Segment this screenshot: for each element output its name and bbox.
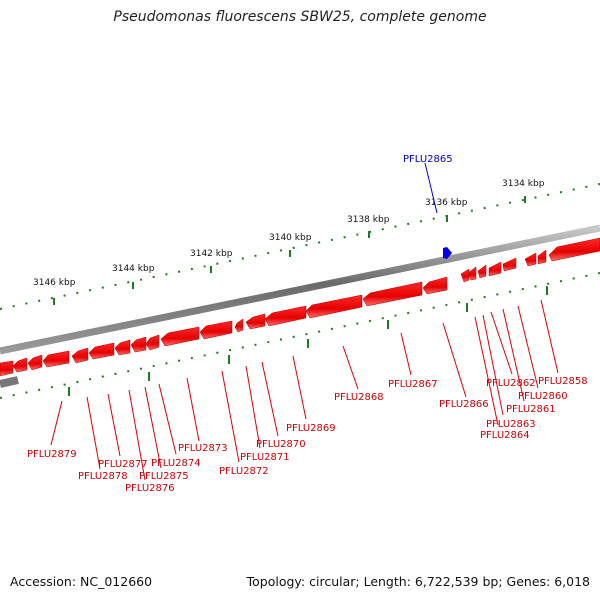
gene-leader-line bbox=[292, 355, 307, 420]
gene-leader-line bbox=[86, 396, 101, 470]
gene-leader-line bbox=[128, 389, 146, 481]
genome-backbone-lower bbox=[0, 376, 19, 388]
gene-leader-line bbox=[482, 314, 504, 416]
gene-leader-lines bbox=[50, 299, 559, 481]
gene-arrow[interactable] bbox=[145, 334, 160, 351]
highlighted-gene-leader bbox=[424, 162, 438, 214]
gene-arrow[interactable] bbox=[12, 357, 28, 373]
gene-arrow[interactable] bbox=[422, 276, 448, 295]
gene-arrow[interactable] bbox=[114, 339, 131, 356]
scale-label: 3136 kbp bbox=[425, 198, 468, 208]
gene-leader-line bbox=[50, 400, 63, 446]
gene-arrow[interactable] bbox=[362, 281, 423, 307]
gene-arrow[interactable] bbox=[199, 320, 233, 340]
scale-label: 3138 kbp bbox=[347, 215, 390, 225]
gene-label[interactable]: PFLU2866 bbox=[439, 399, 489, 410]
gene-leader-line bbox=[221, 370, 240, 463]
gene-arrow[interactable] bbox=[488, 261, 502, 277]
gene-leader-line bbox=[442, 322, 467, 398]
gene-leader-line bbox=[490, 311, 513, 375]
gene-label[interactable]: PFLU2877 bbox=[98, 459, 148, 470]
gene-leader-line bbox=[158, 383, 177, 455]
gene-arrow[interactable] bbox=[305, 294, 363, 319]
gene-leader-line bbox=[261, 361, 279, 437]
gene-leader-line bbox=[517, 305, 539, 389]
gene-arrow[interactable] bbox=[0, 360, 14, 377]
gene-arrow[interactable] bbox=[27, 354, 43, 371]
gene-label[interactable]: PFLU2874 bbox=[151, 458, 201, 469]
gene-label[interactable]: PFLU2864 bbox=[480, 430, 530, 441]
gene-label[interactable]: PFLU2870 bbox=[256, 439, 306, 450]
gene-label[interactable]: PFLU2879 bbox=[27, 449, 77, 460]
gene-arrow[interactable] bbox=[71, 347, 89, 364]
genome-summary-text: Topology: circular; Length: 6,722,539 bp… bbox=[246, 574, 590, 589]
gene-leader-line bbox=[186, 377, 200, 442]
scale-label: 3142 kbp bbox=[190, 249, 233, 259]
gene-arrow[interactable] bbox=[548, 237, 600, 262]
gene-arrow[interactable] bbox=[42, 350, 70, 368]
highlighted-gene-arrow[interactable] bbox=[443, 247, 452, 259]
gene-label[interactable]: PFLU2871 bbox=[240, 452, 290, 463]
gene-label[interactable]: PFLU2873 bbox=[178, 443, 228, 454]
gene-leader-line bbox=[342, 345, 359, 390]
gene-labels: PFLU2858 PFLU2860 PFLU2861 PFLU2862 PFLU… bbox=[27, 376, 588, 494]
gene-arrow[interactable] bbox=[460, 268, 470, 283]
accession-text: Accession: NC_012660 bbox=[10, 574, 153, 589]
gene-arrow[interactable] bbox=[264, 305, 307, 327]
gene-leader-line bbox=[474, 316, 499, 426]
gene-arrow[interactable] bbox=[524, 252, 537, 267]
scale-label: 3140 kbp bbox=[269, 233, 312, 243]
gene-arrow[interactable] bbox=[88, 342, 115, 360]
scale-label: 3134 kbp bbox=[502, 179, 545, 189]
gene-label[interactable]: PFLU2867 bbox=[388, 379, 438, 390]
gene-label[interactable]: PFLU2862 bbox=[486, 378, 536, 389]
gene-arrow[interactable] bbox=[477, 264, 487, 279]
gene-leader-line bbox=[107, 393, 121, 457]
gene-leader-line bbox=[540, 299, 559, 374]
gene-arrow[interactable] bbox=[245, 313, 266, 330]
gene-leader-line bbox=[144, 386, 162, 469]
gene-label[interactable]: PFLU2869 bbox=[286, 423, 336, 434]
gene-arrows bbox=[0, 237, 600, 377]
highlighted-gene-label[interactable]: PFLU2865 bbox=[403, 154, 453, 165]
scale-label: 3144 kbp bbox=[112, 264, 155, 274]
gene-leader-line bbox=[502, 308, 525, 402]
gene-arrow[interactable] bbox=[537, 249, 547, 265]
gene-label[interactable]: PFLU2876 bbox=[125, 483, 175, 494]
gene-leader-line bbox=[400, 332, 412, 376]
gene-arrow[interactable] bbox=[130, 336, 147, 353]
gene-label[interactable]: PFLU2875 bbox=[139, 471, 189, 482]
gene-label[interactable]: PFLU2863 bbox=[486, 419, 536, 430]
gene-label[interactable]: PFLU2858 bbox=[538, 376, 588, 387]
gene-label[interactable]: PFLU2861 bbox=[506, 404, 556, 415]
scale-label: 3146 kbp bbox=[33, 278, 76, 288]
gene-label[interactable]: PFLU2868 bbox=[334, 392, 384, 403]
gene-label[interactable]: PFLU2860 bbox=[518, 391, 568, 402]
gene-arrow[interactable] bbox=[467, 266, 477, 281]
gene-arrow[interactable] bbox=[502, 257, 517, 272]
map-title: Pseudomonas fluorescens SBW25, complete … bbox=[113, 9, 487, 25]
gene-arrow[interactable] bbox=[160, 326, 200, 347]
gene-label[interactable]: PFLU2878 bbox=[78, 471, 128, 482]
gene-leader-line bbox=[245, 365, 261, 449]
gene-label[interactable]: PFLU2872 bbox=[219, 466, 269, 477]
gene-arrow[interactable] bbox=[234, 318, 244, 333]
genome-backbone bbox=[0, 224, 600, 355]
